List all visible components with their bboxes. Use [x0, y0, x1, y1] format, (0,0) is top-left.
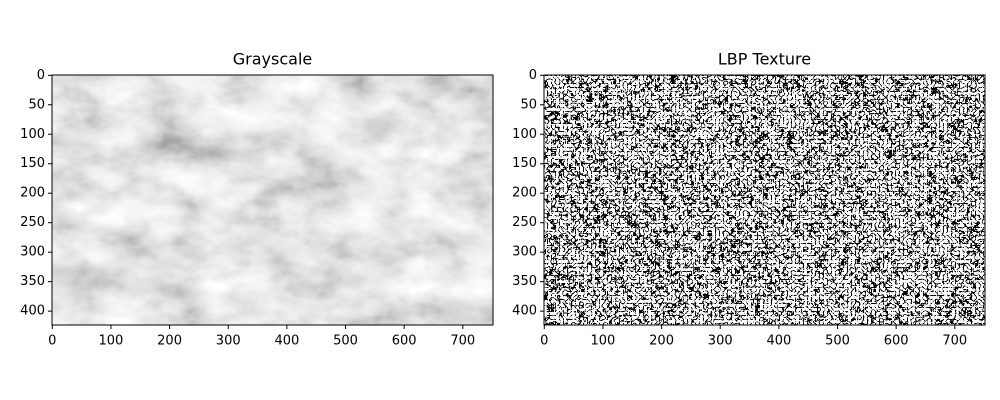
y-tick-label: 300 — [20, 245, 45, 260]
axes-frame — [51, 74, 494, 326]
y-tick-label: 250 — [512, 215, 537, 230]
grayscale-image — [52, 75, 493, 325]
y-tick-label: 200 — [20, 186, 45, 201]
y-tick-label: 50 — [28, 97, 45, 112]
lbp-image — [544, 75, 985, 325]
y-tick-label: 350 — [20, 274, 45, 289]
y-tick-label: 400 — [20, 304, 45, 319]
x-tick-label: 200 — [157, 334, 182, 349]
y-tick-label: 150 — [20, 156, 45, 171]
x-tick-label: 200 — [649, 334, 674, 349]
x-tick-label: 500 — [825, 334, 850, 349]
y-tick-label: 350 — [512, 274, 537, 289]
y-tick-label: 400 — [512, 304, 537, 319]
x-tick-label: 100 — [591, 334, 616, 349]
x-tick-label: 500 — [333, 334, 358, 349]
y-tick-label: 250 — [20, 215, 45, 230]
chart-title: Grayscale — [233, 50, 312, 69]
y-tick-label: 150 — [512, 156, 537, 171]
chart-title: LBP Texture — [718, 50, 811, 69]
x-tick-label: 0 — [48, 334, 56, 349]
y-tick-label: 200 — [512, 186, 537, 201]
x-tick-label: 300 — [216, 334, 241, 349]
x-tick-label: 700 — [450, 334, 475, 349]
x-tick-label: 400 — [274, 334, 299, 349]
x-tick-label: 700 — [942, 334, 967, 349]
axes-frame — [543, 74, 986, 326]
y-tick-label: 100 — [512, 127, 537, 142]
y-tick-label: 0 — [529, 68, 537, 83]
x-tick-label: 0 — [540, 334, 548, 349]
x-tick-label: 400 — [766, 334, 791, 349]
y-tick-label: 50 — [520, 97, 537, 112]
x-tick-label: 600 — [884, 334, 909, 349]
y-tick-label: 100 — [20, 127, 45, 142]
x-tick-label: 600 — [392, 334, 417, 349]
y-tick-label: 300 — [512, 245, 537, 260]
y-tick-label: 0 — [37, 68, 45, 83]
x-tick-label: 100 — [99, 334, 124, 349]
x-tick-label: 300 — [708, 334, 733, 349]
